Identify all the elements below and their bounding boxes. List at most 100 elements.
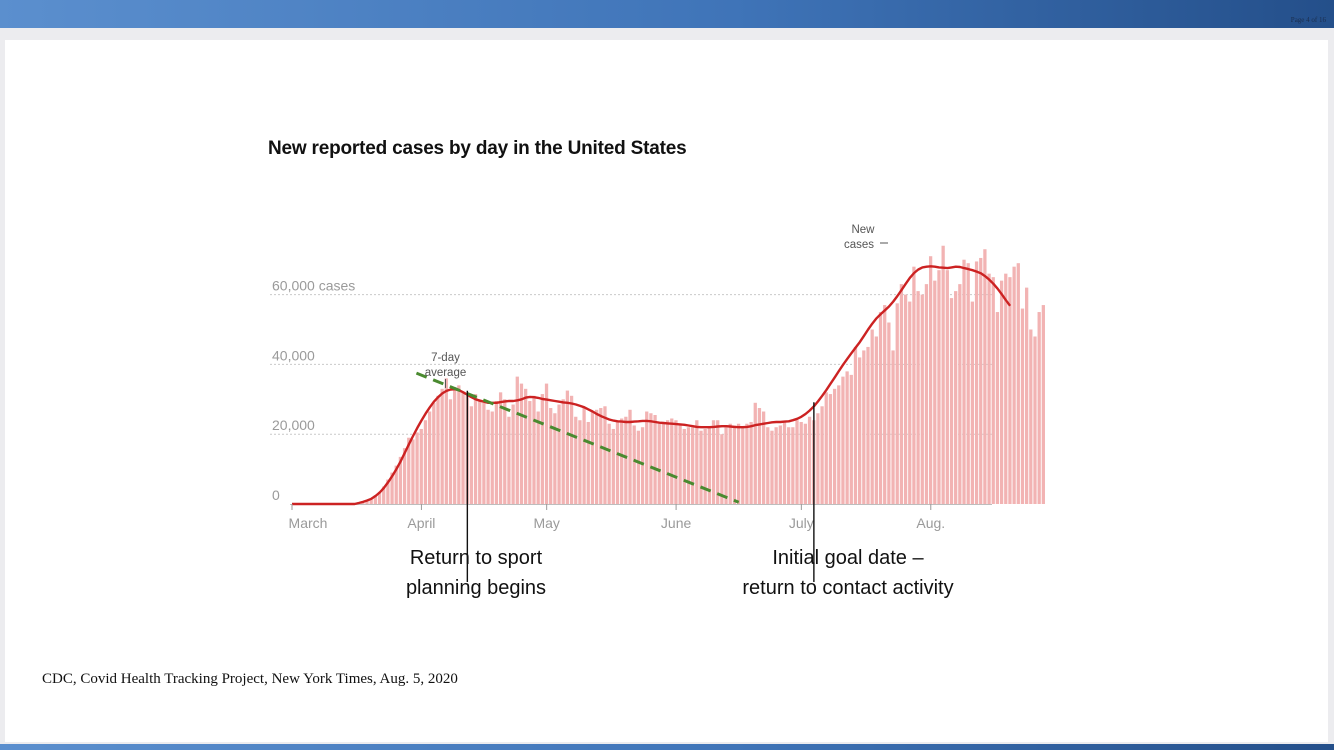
chart-title: New reported cases by day in the United … xyxy=(268,138,687,159)
annotation-label-goal-date: Initial goal date – return to contact ac… xyxy=(700,543,996,603)
bar xyxy=(569,395,574,504)
bar xyxy=(816,413,820,504)
bar xyxy=(411,439,415,504)
bar xyxy=(402,448,407,504)
bar xyxy=(724,427,728,504)
bar xyxy=(478,399,482,504)
bar xyxy=(891,350,895,504)
bar xyxy=(599,408,603,504)
bar xyxy=(620,418,624,504)
bar xyxy=(799,421,803,504)
bar xyxy=(398,456,403,504)
bar xyxy=(665,420,670,504)
bar xyxy=(532,395,536,504)
bar xyxy=(365,500,369,504)
annotation-label-goal-date-line-2: return to contact activity xyxy=(742,577,954,599)
bar xyxy=(615,421,620,504)
bar xyxy=(494,401,499,504)
bar xyxy=(845,371,849,504)
bar xyxy=(770,430,774,504)
y-tick-label-2: 40,000 xyxy=(272,347,315,363)
bar xyxy=(1033,336,1037,504)
bar xyxy=(603,406,607,504)
bar xyxy=(1012,266,1016,504)
bar xyxy=(753,402,757,504)
bar xyxy=(899,284,904,504)
bar xyxy=(766,427,770,504)
bar xyxy=(874,336,878,504)
bar xyxy=(507,416,511,504)
bar xyxy=(415,432,419,504)
bar xyxy=(511,404,515,504)
bar xyxy=(878,312,883,504)
bar xyxy=(448,399,453,504)
bar xyxy=(490,411,494,504)
series-label-average-line-1: 7-day xyxy=(431,352,460,364)
bar xyxy=(778,425,782,504)
bar xyxy=(498,392,503,504)
bar xyxy=(941,245,945,505)
bar xyxy=(394,465,398,504)
bar xyxy=(782,421,787,504)
annotation-label-goal-date-line-1: Initial goal date – xyxy=(772,547,924,569)
bar xyxy=(895,303,899,504)
bar xyxy=(1037,312,1041,504)
bar xyxy=(699,430,703,504)
bar xyxy=(933,280,937,504)
bar xyxy=(958,284,962,504)
bar xyxy=(749,421,753,504)
bar xyxy=(1020,308,1025,504)
bar xyxy=(632,425,636,504)
bar xyxy=(640,427,645,504)
bar xyxy=(949,298,954,504)
bar xyxy=(373,495,377,504)
bar xyxy=(736,423,741,504)
series-label-cases-line-1: New xyxy=(851,224,875,236)
bar xyxy=(716,420,720,504)
bar xyxy=(991,277,995,504)
bar xyxy=(482,402,486,504)
bar xyxy=(473,394,478,504)
bar xyxy=(837,385,841,504)
bar xyxy=(586,421,590,504)
bar xyxy=(999,280,1004,504)
bar xyxy=(1016,263,1020,504)
bar xyxy=(582,408,586,504)
series-label-average-line-2: average xyxy=(425,367,467,379)
bar xyxy=(636,430,641,504)
y-tick-label-3: 60,000 cases xyxy=(272,278,355,294)
bar xyxy=(745,423,749,504)
bar xyxy=(423,420,428,504)
bar xyxy=(924,284,929,504)
x-tick-label-3: June xyxy=(661,515,692,531)
bar xyxy=(407,437,411,504)
bar xyxy=(444,378,448,504)
top-banner: Page 4 of 16 xyxy=(0,0,1334,28)
bar xyxy=(461,392,465,504)
bar xyxy=(920,294,924,504)
bar xyxy=(528,401,532,504)
x-tick-label-1: April xyxy=(407,515,435,531)
bar xyxy=(824,392,828,504)
bar xyxy=(628,409,632,504)
x-tick-label-2: May xyxy=(533,515,559,531)
source-citation: CDC, Covid Health Tracking Project, New … xyxy=(42,671,458,687)
bar xyxy=(1004,273,1008,504)
seven-day-average-line xyxy=(292,265,1012,506)
bar xyxy=(966,263,970,504)
bar xyxy=(787,427,791,504)
bar xyxy=(695,420,699,504)
bar xyxy=(870,329,874,504)
bar xyxy=(436,395,440,504)
bar xyxy=(803,423,808,504)
bar xyxy=(661,423,666,504)
bar xyxy=(440,388,444,504)
slide-canvas xyxy=(5,40,1328,742)
bar xyxy=(711,420,716,504)
bar xyxy=(691,427,695,504)
bar xyxy=(761,411,766,504)
bar xyxy=(553,413,557,504)
bar xyxy=(377,491,382,504)
bar xyxy=(611,428,615,504)
bar xyxy=(549,408,553,504)
